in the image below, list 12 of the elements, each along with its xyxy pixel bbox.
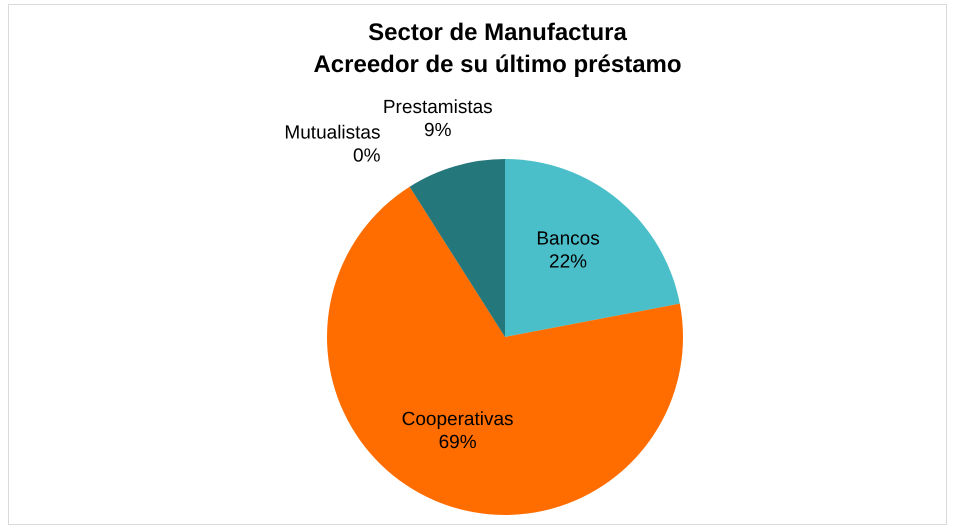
pie-slice: [327, 186, 683, 515]
data-label: 22%: [549, 252, 588, 273]
text: 0%: [353, 146, 381, 167]
slice-label: Bancos: [536, 228, 600, 250]
pie-slice: [410, 159, 505, 337]
slice-label: Cooperativas: [402, 409, 514, 430]
data-label: 69%: [438, 432, 477, 454]
slice-label: Prestamistas: [382, 96, 493, 118]
data-label: 9%: [424, 120, 452, 141]
category-label: Mutualistas: [284, 122, 381, 144]
chart-title: Sector de Manufactura Acreedor de su último préstamo: [313, 19, 682, 78]
pie-slice: [505, 159, 680, 337]
